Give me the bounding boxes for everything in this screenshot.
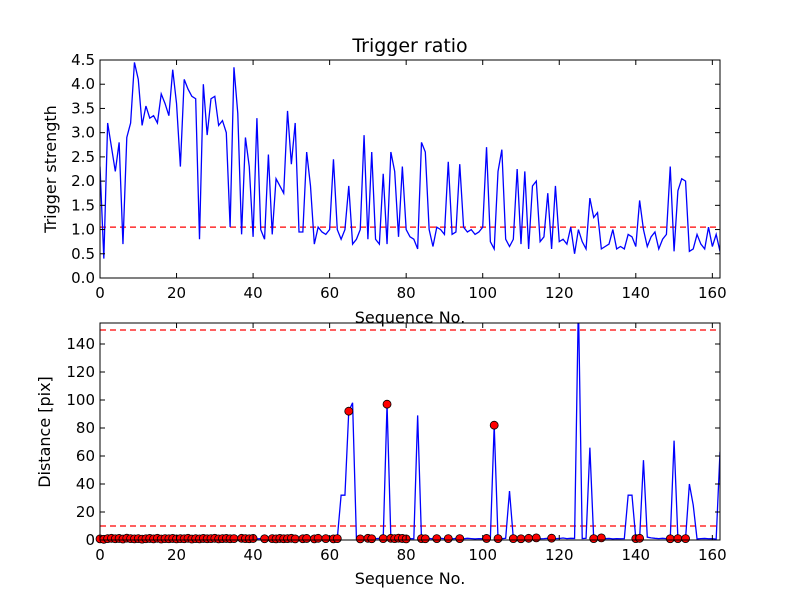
bottom-x-tick-label: 100 (468, 546, 497, 564)
bottom-x-tick-label: 120 (545, 546, 574, 564)
top-y-tick-label: 4.5 (71, 51, 95, 69)
bottom-x-tick-label: 140 (621, 546, 650, 564)
bottom-y-tick-label: 100 (66, 391, 95, 409)
bottom-y-tick-label: 80 (76, 419, 95, 437)
top-y-tick-label: 1.5 (71, 196, 95, 214)
bottom-marker-point (290, 534, 300, 544)
top-y-tick-label: 3.0 (71, 124, 95, 142)
top-x-tick-label: 140 (621, 284, 650, 302)
top-y-axis-label: Trigger strength (41, 105, 60, 234)
bottom-marker-point (665, 534, 675, 544)
bottom-x-tick-label: 20 (167, 546, 186, 564)
bottom-marker-point (681, 534, 690, 543)
bottom-x-tick-label: 40 (244, 546, 263, 564)
top-x-tick-label: 120 (545, 284, 574, 302)
top-x-tick-label: 60 (320, 284, 339, 302)
bottom-axes-frame (99, 322, 721, 541)
bottom-y-tick-label: 60 (76, 447, 95, 465)
top-x-axis-label: Sequence No. (355, 308, 466, 327)
top-x-tick-label: 160 (698, 284, 727, 302)
bottom-marker-point (344, 406, 354, 416)
top-x-tick-label: 100 (468, 284, 497, 302)
bottom-x-tick-label: 80 (397, 546, 416, 564)
bottom-y-tick-label: 120 (66, 363, 95, 381)
top-y-tick-label: 3.5 (71, 99, 95, 117)
bottom-marker-point (673, 534, 683, 543)
distance-plot: Sequence No. Distance [pix] 0 20 40 60 80 100… (35, 322, 727, 588)
top-x-tick-label: 0 (95, 284, 105, 302)
bottom-marker-point (321, 534, 331, 543)
bottom-marker-point (455, 534, 465, 543)
bottom-marker-point (596, 533, 606, 543)
trigger-ratio-plot: Trigger ratio Sequence No. Trigger stren… (41, 35, 727, 327)
bottom-y-axis-label: Distance [pix] (35, 376, 54, 488)
top-y-tick-label: 2.5 (71, 148, 95, 166)
bottom-y-tick-label: 140 (66, 335, 95, 353)
bottom-marker-point (382, 399, 392, 409)
top-x-tick-label: 80 (397, 284, 416, 302)
bottom-marker-point (443, 534, 453, 543)
bottom-marker-point (302, 534, 312, 543)
bottom-marker-point (378, 534, 388, 543)
bottom-marker-point (355, 534, 365, 544)
bottom-marker-point (589, 534, 599, 543)
bottom-marker-point (482, 534, 491, 543)
top-y-tick-label: 1.0 (71, 221, 95, 239)
top-axes-frame (99, 59, 721, 279)
bottom-y-tick-label: 20 (76, 503, 95, 521)
bottom-marker-point (432, 534, 442, 543)
bottom-marker-point (313, 533, 323, 543)
bottom-x-tick-label: 160 (698, 546, 727, 564)
top-series-line-0 (100, 62, 720, 259)
bottom-y-tick-label: 40 (76, 475, 95, 493)
bottom-x-axis-label: Sequence No. (355, 569, 466, 588)
bottom-marker-point (229, 534, 239, 543)
bottom-marker-point (332, 534, 342, 543)
top-y-tick-label: 4.0 (71, 75, 95, 93)
bottom-marker-point (493, 534, 503, 543)
bottom-marker-point (524, 533, 534, 543)
bottom-marker-point (531, 533, 541, 543)
top-x-tick-label: 20 (167, 284, 186, 302)
bottom-x-tick-label: 60 (320, 546, 339, 564)
chart-title: Trigger ratio (351, 35, 467, 57)
top-y-tick-label: 2.0 (71, 172, 95, 190)
bottom-marker-point (367, 534, 377, 544)
bottom-x-tick-label: 0 (95, 546, 105, 564)
bottom-marker-point (547, 533, 557, 543)
bottom-marker-point (516, 534, 526, 544)
bottom-marker-point (260, 534, 269, 544)
top-y-tick-label: 0.5 (71, 245, 95, 263)
bottom-marker-point (635, 533, 645, 543)
top-x-tick-label: 40 (244, 284, 263, 302)
bottom-marker-point (489, 420, 499, 430)
top-y-tick-label: 0.0 (71, 269, 95, 287)
bottom-marker-point (420, 534, 430, 544)
bottom-y-tick-label: 0 (85, 531, 95, 549)
bottom-marker-point (508, 534, 518, 543)
